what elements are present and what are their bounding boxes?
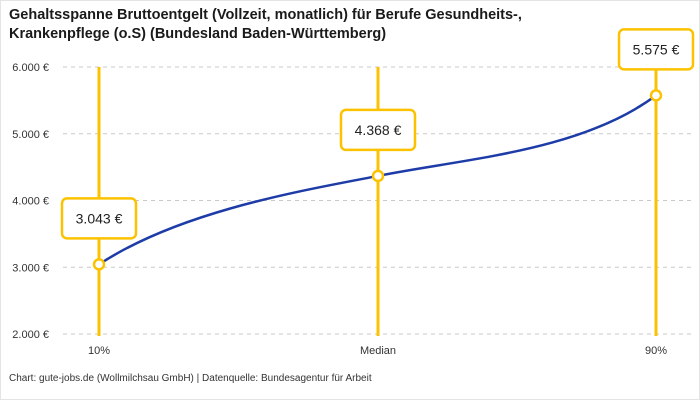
data-point-marker-10% [92,258,106,271]
value-label-90%: 5.575 € [633,41,680,57]
y-tick-label: 3.000 € [12,262,49,274]
chart-attribution: Chart: gute-jobs.de (Wollmilchsau GmbH) … [9,373,372,384]
value-label-box-10% [60,197,138,240]
data-point-marker-90% [649,89,663,102]
x-tick-label-Median: Median [360,345,396,357]
x-tick-label-10%: 10% [88,345,110,357]
y-tick-label: 4.000 € [12,196,49,208]
data-point-marker-Median [371,169,385,183]
y-tick-label: 6.000 € [12,62,49,74]
value-label-Median: 4.368 € [355,122,402,138]
y-tick-label: 5.000 € [12,129,49,141]
value-label-10%: 3.043 € [76,210,123,226]
value-label-box-90% [617,28,695,71]
x-tick-label-90%: 90% [645,345,667,357]
value-label-box-Median [339,108,417,152]
chart-title: Gehaltsspanne Bruttoentgelt (Vollzeit, m… [9,7,522,42]
y-tick-label: 2.000 € [12,329,49,341]
